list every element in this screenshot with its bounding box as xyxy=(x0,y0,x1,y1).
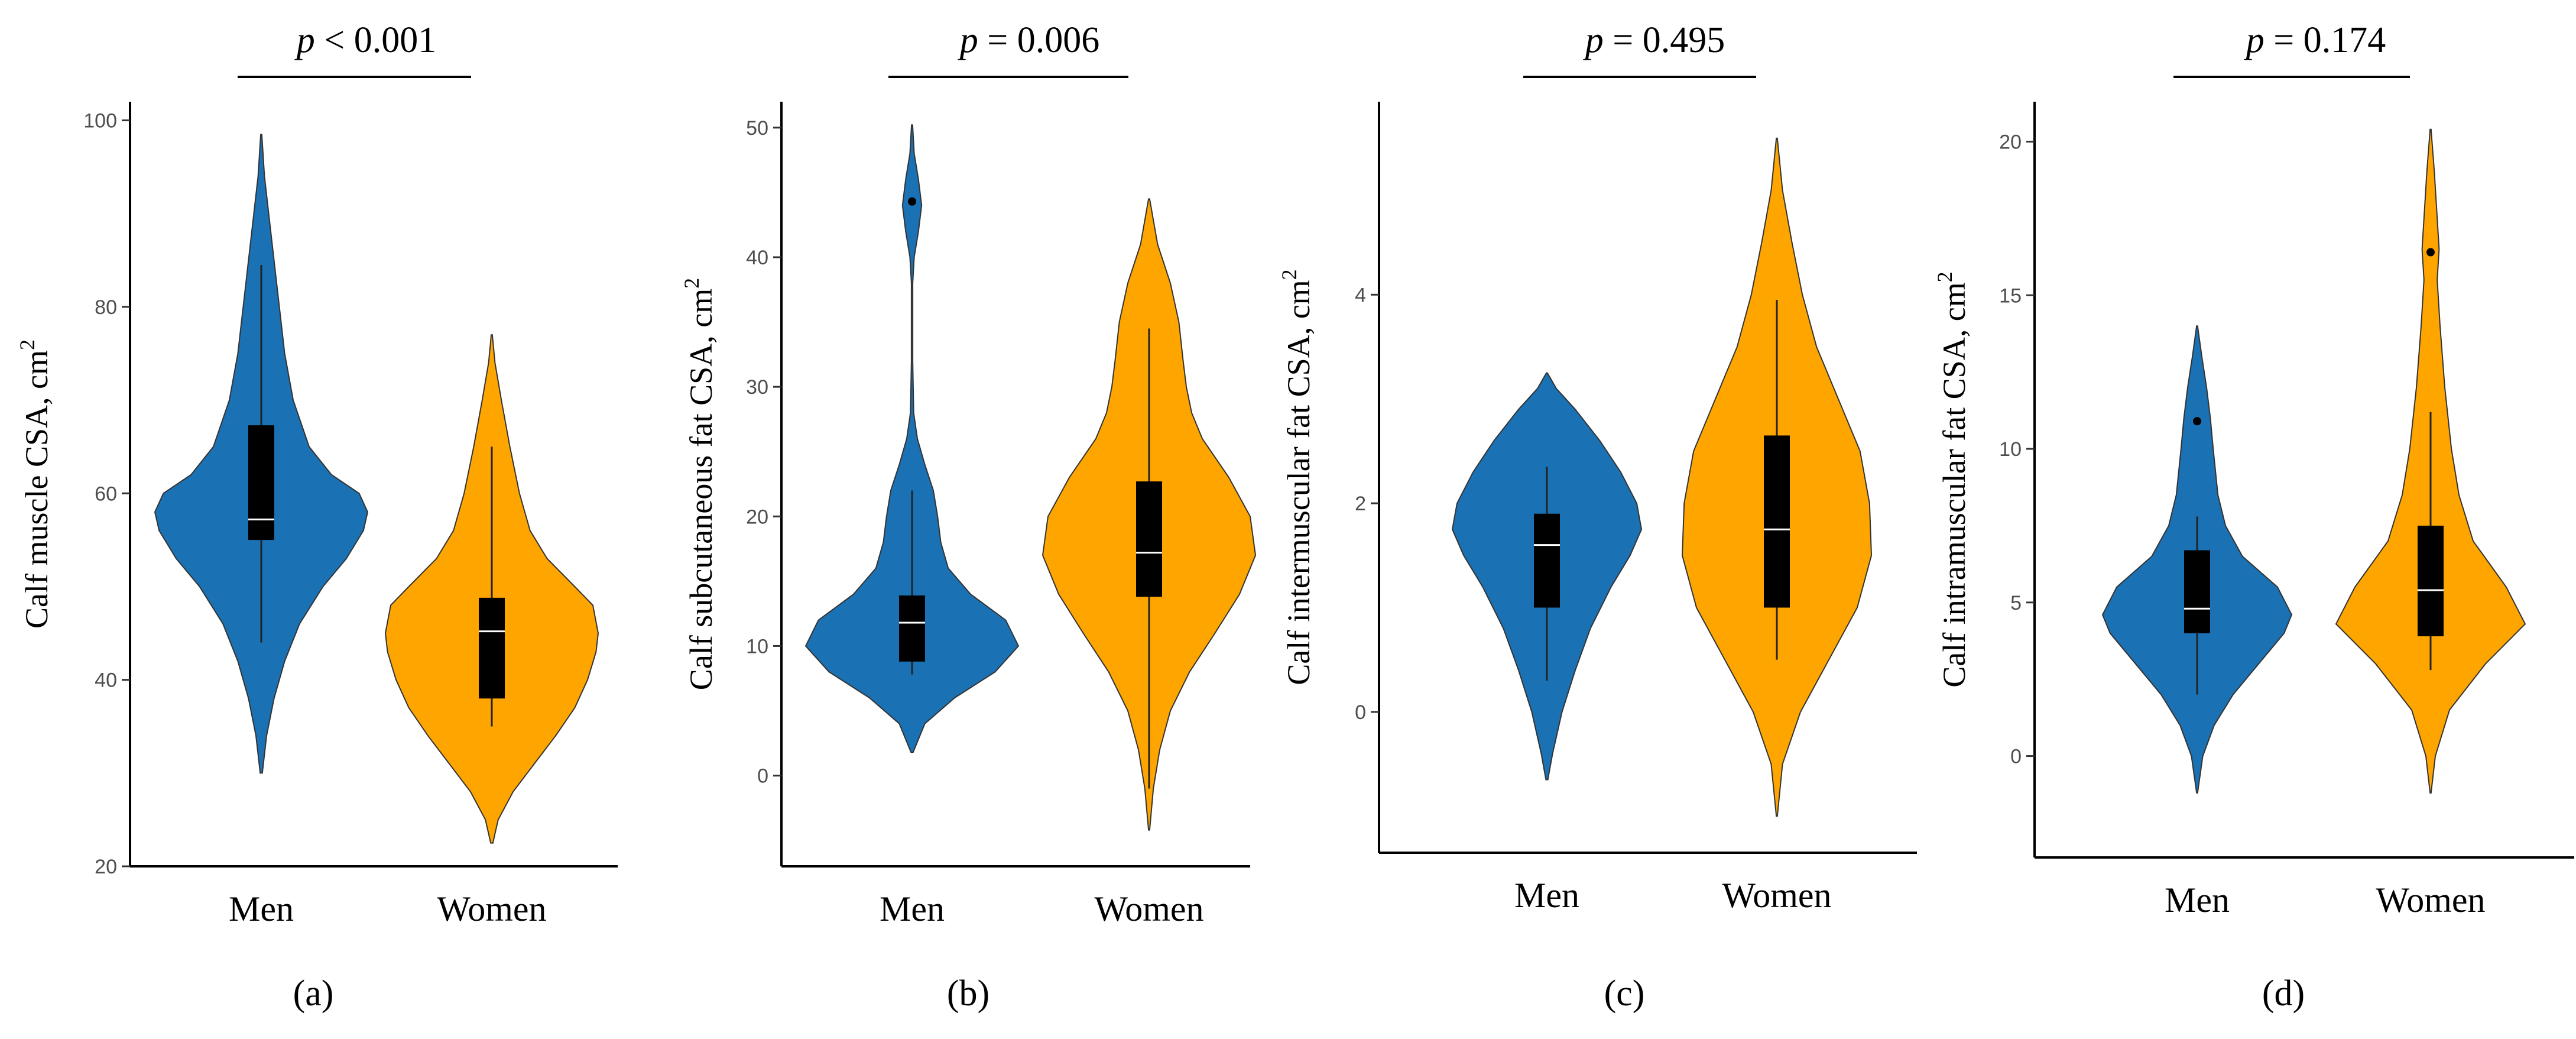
box-men xyxy=(248,425,274,540)
p-symbol: p xyxy=(1583,20,1604,60)
y-axis-title-text: Calf intramuscular fat CSA, cm xyxy=(1936,282,1972,687)
y-axis-title-superscript: 2 xyxy=(680,278,703,289)
p-value-text: = 0.495 xyxy=(1604,20,1725,60)
y-tick-label: 15 xyxy=(1999,284,2022,307)
y-tick-label: 80 xyxy=(95,296,117,319)
x-category-label: Women xyxy=(1094,889,1203,928)
y-tick-label: 20 xyxy=(746,506,768,528)
y-tick-label: 20 xyxy=(1999,131,2022,154)
y-axis-title-superscript: 2 xyxy=(1277,269,1301,280)
y-tick-label: 4 xyxy=(1355,284,1366,306)
x-category-label: Men xyxy=(229,889,294,928)
x-category-label: Men xyxy=(2165,881,2230,920)
y-tick-label: 0 xyxy=(757,765,768,788)
box-women xyxy=(1136,481,1162,597)
panel-a: 20 40 60 80 100 Men Women Calf muscle CSA, cm2 p… xyxy=(15,20,618,1014)
y-axis-title: Calf intramuscular fat CSA, cm2 xyxy=(1933,271,1972,687)
p-value-label: p = 0.006 xyxy=(958,20,1099,60)
p-value-label: p = 0.174 xyxy=(2244,20,2386,60)
y-axis-title-superscript: 2 xyxy=(1933,271,1957,282)
y-tick-label: 50 xyxy=(746,117,768,140)
x-category-label: Men xyxy=(880,889,945,928)
y-axis-title: Calf intermuscular fat CSA, cm2 xyxy=(1277,269,1316,685)
x-category-label: Men xyxy=(1514,876,1579,915)
y-axis-title-superscript: 2 xyxy=(15,339,39,350)
y-tick-label: 30 xyxy=(746,376,768,399)
y-tick-label: 100 xyxy=(83,110,117,132)
p-symbol: p xyxy=(2244,20,2264,60)
p-value-text: < 0.001 xyxy=(315,20,436,60)
box-men xyxy=(1534,513,1560,608)
panel-label: (d) xyxy=(2262,973,2305,1014)
box-women xyxy=(1764,435,1790,608)
y-tick-label: 0 xyxy=(1355,701,1366,724)
y-tick-label: 10 xyxy=(1999,438,2022,461)
y-axis-title: Calf muscle CSA, cm2 xyxy=(15,339,54,629)
box-women xyxy=(2418,525,2444,636)
y-axis-title-text: Calf muscle CSA, cm xyxy=(19,350,54,629)
p-value-text: = 0.174 xyxy=(2264,20,2386,60)
panel-d: 0 5 10 15 20 Men Women Calf intramuscular fat C… xyxy=(1933,20,2574,1014)
p-value-label: p = 0.495 xyxy=(1583,20,1725,60)
p-value-label: p < 0.001 xyxy=(294,20,436,60)
y-axis-title: Calf subcutaneous fat CSA, cm2 xyxy=(680,278,719,690)
p-value-text: = 0.006 xyxy=(978,20,1099,60)
y-tick-label: 40 xyxy=(95,669,117,692)
panel-c: 0 2 4 Men Women Calf intermuscular fat CSA, c… xyxy=(1277,20,1917,1014)
outlier-point xyxy=(2193,417,2201,426)
y-tick-label: 40 xyxy=(746,247,768,269)
violin-men xyxy=(804,124,1020,753)
p-symbol: p xyxy=(958,20,978,60)
box-men xyxy=(2184,550,2210,633)
y-tick-label: 5 xyxy=(2010,592,2022,614)
x-category-label: Women xyxy=(437,889,546,928)
box-men xyxy=(899,595,925,662)
panel-label: (b) xyxy=(947,973,989,1014)
y-tick-label: 2 xyxy=(1355,493,1366,515)
y-axis-title-text: Calf intermuscular fat CSA, cm xyxy=(1281,280,1316,685)
panel-b: 0 10 20 30 40 50 Men Women Calf subcutaneous fat… xyxy=(680,20,1257,1014)
y-tick-label: 20 xyxy=(95,856,117,878)
panel-label: (a) xyxy=(293,973,334,1014)
outlier-point xyxy=(2426,248,2435,257)
x-category-label: Women xyxy=(1722,876,1831,915)
x-category-label: Women xyxy=(2376,881,2485,920)
p-symbol: p xyxy=(294,20,315,60)
panel-label: (c) xyxy=(1604,973,1645,1014)
y-axis-title-text: Calf subcutaneous fat CSA, cm xyxy=(683,289,719,690)
outlier-point xyxy=(908,197,916,206)
y-tick-label: 10 xyxy=(746,635,768,658)
y-tick-label: 60 xyxy=(95,483,117,505)
box-women xyxy=(479,597,505,699)
y-tick-label: 0 xyxy=(2010,746,2022,768)
